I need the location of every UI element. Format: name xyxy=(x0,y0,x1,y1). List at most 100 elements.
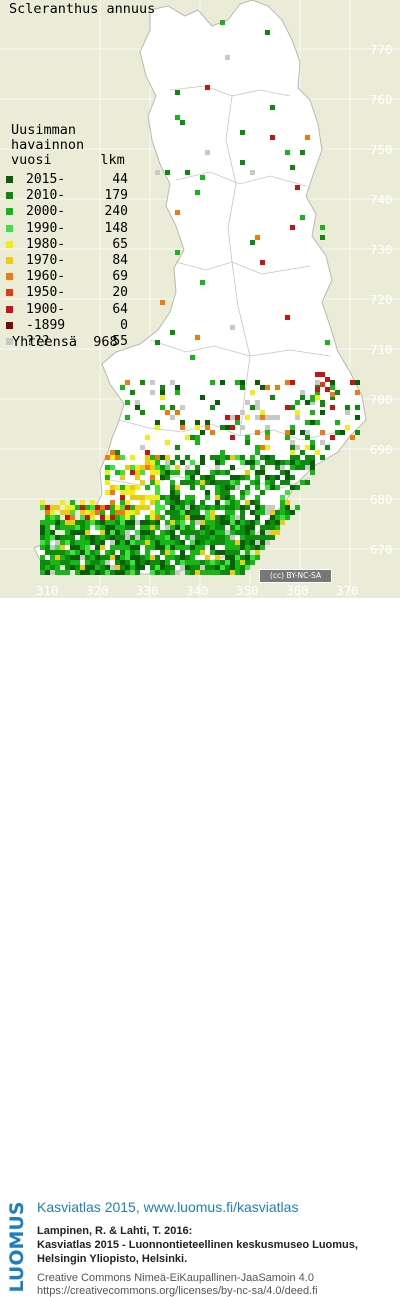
record-square xyxy=(85,530,90,535)
cc-license-badge[interactable]: (cc) BY-NC-SA xyxy=(259,569,332,583)
record-square xyxy=(250,525,255,530)
legend-label: 1980- xyxy=(26,236,66,252)
record-square xyxy=(145,465,150,470)
record-square xyxy=(135,550,140,555)
record-square xyxy=(265,480,270,485)
record-square xyxy=(220,490,225,495)
record-square xyxy=(250,405,255,410)
record-square xyxy=(50,535,55,540)
record-square xyxy=(85,540,90,545)
record-square xyxy=(275,515,280,520)
record-square xyxy=(50,565,55,570)
record-square xyxy=(245,520,250,525)
record-square xyxy=(105,455,110,460)
record-square xyxy=(290,380,295,385)
record-square xyxy=(295,415,300,420)
atlas-link[interactable]: Kasviatlas 2015, www.luomus.fi/kasviatla… xyxy=(37,1199,299,1215)
record-square xyxy=(105,470,110,475)
record-square xyxy=(225,480,230,485)
record-square xyxy=(210,560,215,565)
record-square xyxy=(90,555,95,560)
record-square xyxy=(225,550,230,555)
record-square xyxy=(140,565,145,570)
record-square xyxy=(120,470,125,475)
record-square xyxy=(275,520,280,525)
record-square xyxy=(240,385,245,390)
record-square xyxy=(260,525,265,530)
record-square xyxy=(240,490,245,495)
record-square xyxy=(195,535,200,540)
record-square xyxy=(205,570,210,575)
record-square xyxy=(255,515,260,520)
record-square xyxy=(125,525,130,530)
record-square xyxy=(175,470,180,475)
record-square xyxy=(305,465,310,470)
y-tick-label: 760 xyxy=(370,92,393,107)
record-square xyxy=(60,540,65,545)
record-square xyxy=(110,545,115,550)
record-square xyxy=(170,470,175,475)
record-square xyxy=(100,570,105,575)
record-square xyxy=(235,570,240,575)
record-square xyxy=(145,535,150,540)
record-square xyxy=(265,540,270,545)
record-square xyxy=(120,510,125,515)
record-square xyxy=(295,410,300,415)
record-square xyxy=(165,460,170,465)
record-square xyxy=(50,570,55,575)
record-square xyxy=(250,555,255,560)
record-square xyxy=(130,535,135,540)
record-square xyxy=(90,560,95,565)
record-square xyxy=(155,455,160,460)
record-square xyxy=(170,495,175,500)
record-square xyxy=(175,510,180,515)
record-square xyxy=(45,510,50,515)
record-square xyxy=(230,555,235,560)
record-square xyxy=(55,520,60,525)
record-square xyxy=(75,530,80,535)
record-square xyxy=(170,530,175,535)
record-square xyxy=(220,480,225,485)
record-square xyxy=(110,535,115,540)
record-square xyxy=(270,535,275,540)
record-square xyxy=(255,535,260,540)
record-square xyxy=(250,390,255,395)
record-square xyxy=(80,540,85,545)
record-square xyxy=(320,372,325,377)
record-square xyxy=(130,455,135,460)
record-square xyxy=(75,520,80,525)
record-square xyxy=(40,570,45,575)
record-square xyxy=(220,525,225,530)
license-line-2[interactable]: https://creativecommons.org/licenses/by-… xyxy=(37,1285,318,1297)
record-square xyxy=(295,505,300,510)
record-square xyxy=(255,430,260,435)
record-square xyxy=(265,505,270,510)
record-square xyxy=(255,500,260,505)
record-square xyxy=(265,525,270,530)
record-square xyxy=(190,555,195,560)
record-square xyxy=(175,390,180,395)
record-square xyxy=(175,445,180,450)
record-square xyxy=(95,560,100,565)
record-square xyxy=(190,540,195,545)
record-square xyxy=(70,530,75,535)
record-square xyxy=(55,515,60,520)
record-square xyxy=(275,525,280,530)
record-square xyxy=(190,480,195,485)
record-square xyxy=(245,530,250,535)
record-square xyxy=(190,485,195,490)
record-square xyxy=(170,485,175,490)
record-square xyxy=(315,395,320,400)
record-square xyxy=(190,475,195,480)
record-square xyxy=(185,505,190,510)
legend-swatch xyxy=(6,176,13,183)
record-square xyxy=(205,510,210,515)
record-square xyxy=(205,480,210,485)
record-square xyxy=(230,510,235,515)
record-square xyxy=(170,415,175,420)
record-square xyxy=(145,485,150,490)
record-square xyxy=(55,570,60,575)
record-square xyxy=(80,515,85,520)
record-square xyxy=(125,485,130,490)
record-square xyxy=(255,415,260,420)
